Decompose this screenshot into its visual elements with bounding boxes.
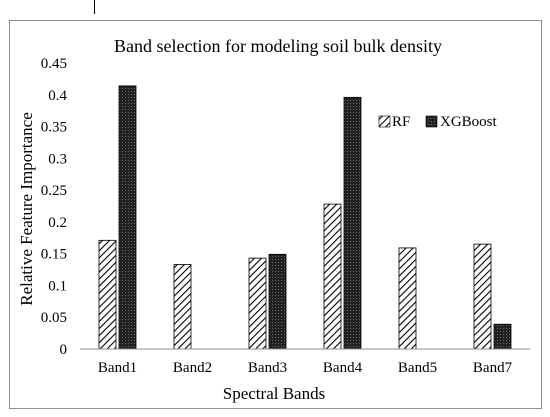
y-tick-label: 0.05: [41, 310, 67, 326]
bar-rf-band1: [98, 239, 117, 350]
bar-rf-band2: [173, 264, 192, 350]
bar-xgboost-band3: [268, 253, 287, 350]
y-tick-label: 0.4: [48, 88, 67, 104]
chart-title: Band selection for modeling soil bulk de…: [114, 36, 442, 56]
y-tick-label: 0.45: [41, 56, 67, 72]
y-tick-label: 0.25: [41, 183, 67, 199]
x-axis-ticks: Band1 Band2 Band3 Band4 Band5 Band7: [98, 360, 513, 376]
x-tick-label: Band4: [323, 360, 363, 376]
legend: RF XGBoost: [378, 114, 498, 130]
legend-swatch-xgboost: [425, 115, 438, 128]
y-tick-label: 0.3: [48, 151, 67, 167]
legend-label-rf: RF: [392, 114, 410, 130]
bar-rf-band4: [323, 203, 342, 350]
legend-label-xgboost: XGBoost: [440, 114, 498, 130]
chart-frame: Band selection for modeling soil bulk de…: [9, 20, 542, 409]
bar-chart: Band selection for modeling soil bulk de…: [17, 36, 530, 403]
bar-rf-band5: [398, 247, 417, 350]
x-tick-label: Band2: [173, 360, 212, 376]
top-tick-mark: [94, 0, 95, 14]
bar-xgboost-band1: [118, 85, 137, 350]
y-axis-ticks: 0 0.05 0.1 0.15 0.2 0.25 0.3 0.35 0.4 0.45: [41, 56, 68, 358]
bar-xgboost-band7: [493, 323, 512, 350]
bar-rf-band3: [248, 257, 267, 350]
y-tick-label: 0.2: [48, 215, 67, 231]
x-axis-title: Spectral Bands: [223, 384, 325, 403]
x-tick-label: Band3: [248, 360, 287, 376]
y-tick-label: 0.35: [41, 120, 67, 136]
y-tick-label: 0.15: [41, 247, 67, 263]
x-tick-label: Band5: [398, 360, 437, 376]
x-tick-label: Band7: [473, 360, 513, 376]
y-tick-label: 0: [60, 342, 68, 358]
bar-rf-band7: [473, 243, 492, 350]
bars-group: [98, 85, 512, 350]
y-tick-label: 0.1: [48, 278, 67, 294]
x-tick-label: Band1: [98, 360, 137, 376]
legend-swatch-rf: [378, 115, 391, 128]
y-axis-title: Relative Feature Importance: [17, 112, 36, 306]
bar-xgboost-band4: [343, 96, 362, 350]
